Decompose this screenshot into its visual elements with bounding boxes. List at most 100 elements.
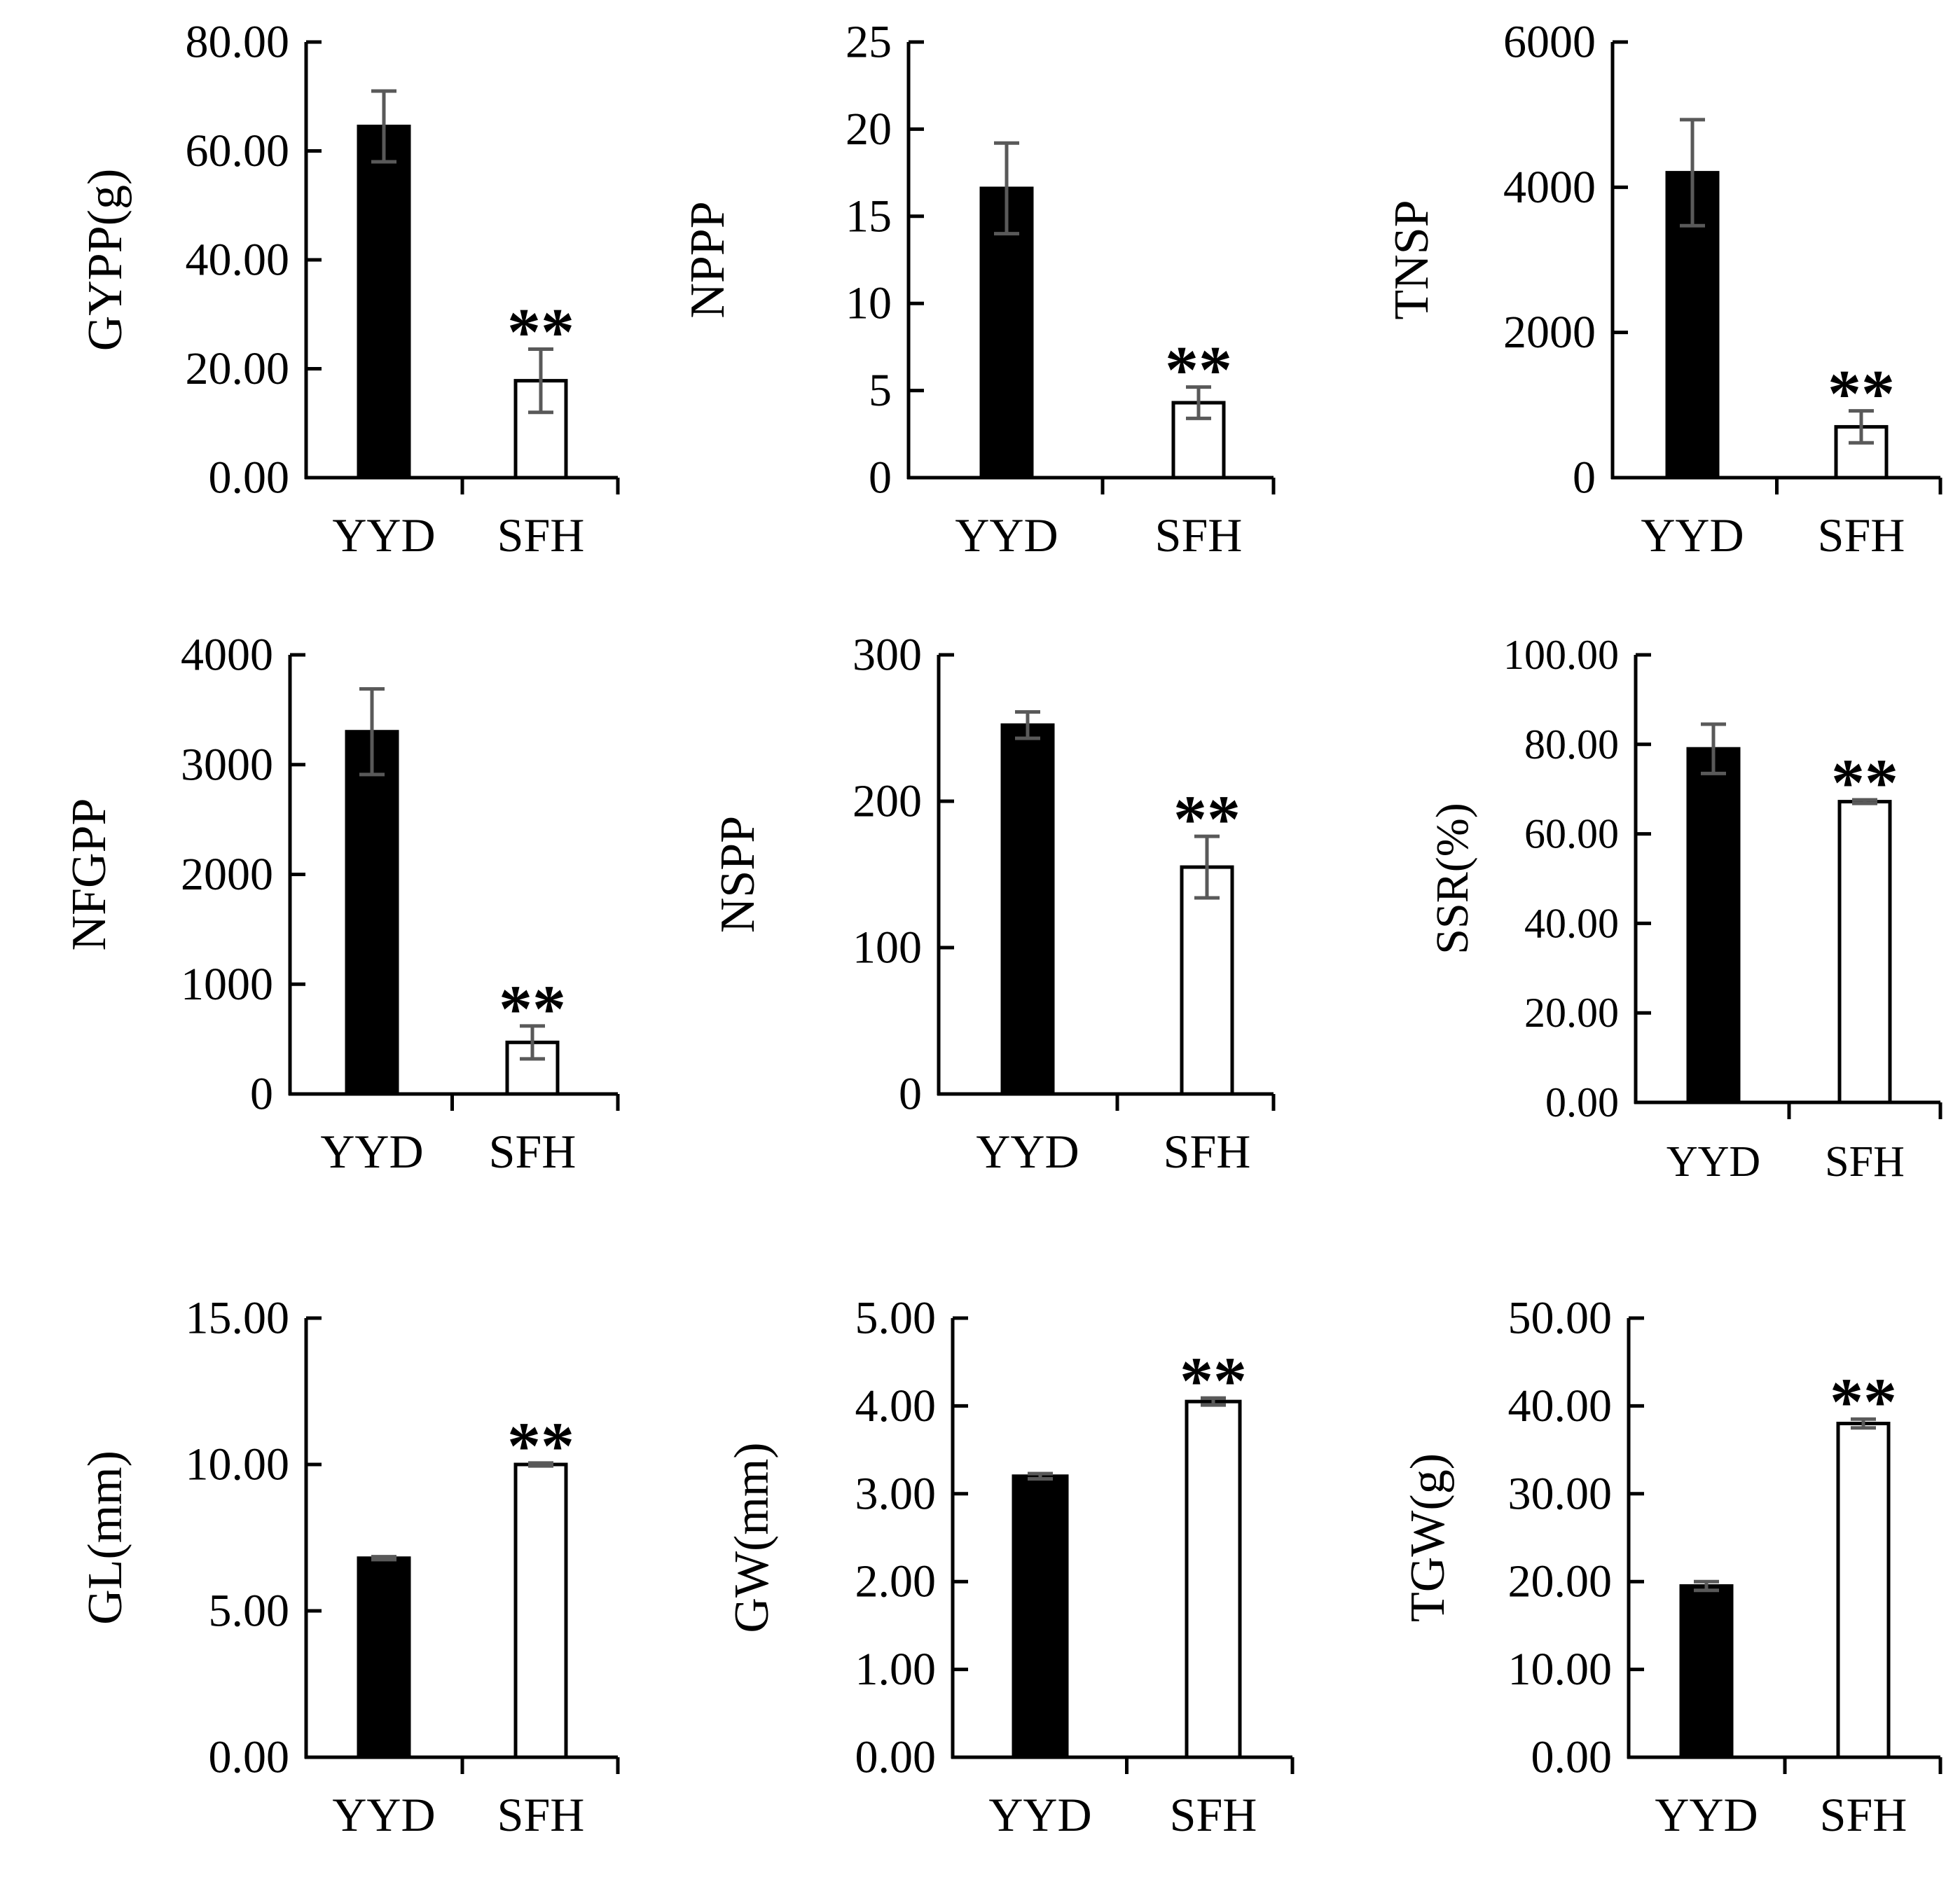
y-tick-label: 10 xyxy=(846,278,892,329)
bar-sfh xyxy=(1185,1399,1242,1759)
x-tick-label: YYD xyxy=(1641,508,1744,562)
error-bar-yyd xyxy=(1701,722,1726,775)
y-tick-label: 300 xyxy=(853,630,922,681)
error-bar-sfh xyxy=(1851,1417,1876,1430)
y-tick-label: 25 xyxy=(846,17,892,68)
y-tick-label: 100.00 xyxy=(1503,632,1619,678)
x-tick-label: SFH xyxy=(489,1125,577,1178)
error-bar-sfh xyxy=(520,1024,545,1061)
y-tick-label: 60.00 xyxy=(186,125,290,176)
chart-panel-nspp: 0 100 200 300 YYD SFH ** NSPP xyxy=(711,630,1276,1178)
y-tick-label: 60.00 xyxy=(1524,811,1619,857)
error-bar-sfh xyxy=(1849,409,1874,445)
y-tick-label: 200 xyxy=(853,776,922,827)
bar-yyd xyxy=(357,125,411,480)
y-axis-label: SSR(%) xyxy=(1427,803,1478,954)
bar-yyd xyxy=(1686,747,1741,1104)
y-tick-label: 3.00 xyxy=(855,1468,937,1519)
y-tick-label: 100 xyxy=(853,922,922,974)
x-tick-label: SFH xyxy=(1818,508,1905,562)
y-tick-label: 0.00 xyxy=(855,1732,937,1783)
y-tick-label: 20.00 xyxy=(1524,990,1619,1036)
y-axis-label: NSPP xyxy=(711,816,765,933)
x-tick-label: SFH xyxy=(1820,1788,1907,1841)
x-tick-label: YYD xyxy=(1655,1788,1758,1841)
y-tick-label: 4.00 xyxy=(855,1380,937,1432)
chart-panel-nppp: 0 5 10 15 20 25 YYD SFH ** NPPP xyxy=(681,17,1276,562)
bar-yyd xyxy=(1012,1474,1069,1759)
chart-panel-ssr: 0.00 20.00 40.00 60.00 80.00 100.00 YYD SFH ** SS… xyxy=(1427,632,1942,1186)
y-tick-label: 10.00 xyxy=(186,1439,290,1490)
chart-panel-gl-mm: 0.00 5.00 10.00 15.00 YYD SFH ** GL(mm) xyxy=(78,1293,620,1841)
chart-panel-gypp-g: 0.00 20.00 40.00 60.00 80.00 YYD SFH ** GYPP(g) xyxy=(78,17,620,562)
y-tick-label: 15.00 xyxy=(186,1293,290,1344)
significance-marker: ** xyxy=(1180,1343,1247,1418)
y-axis-label: GW(mm) xyxy=(725,1442,779,1633)
error-bar-sfh xyxy=(528,347,553,415)
y-tick-label: 2.00 xyxy=(855,1556,937,1607)
chart-panel-tgw-g: 0.00 10.00 20.00 30.00 40.00 50.00 YYD SFH ** TGW… xyxy=(1401,1293,1942,1841)
y-tick-label: 1000 xyxy=(181,959,273,1010)
y-tick-label: 20.00 xyxy=(1508,1556,1613,1607)
significance-marker: ** xyxy=(1173,782,1241,857)
x-tick-label: YYD xyxy=(988,1788,1091,1841)
y-tick-label: 5 xyxy=(869,365,892,416)
y-axis-label: TGW(g) xyxy=(1401,1453,1455,1622)
significance-marker: ** xyxy=(499,971,566,1046)
significance-marker: ** xyxy=(1828,356,1895,431)
bar-yyd xyxy=(1679,1584,1734,1759)
y-tick-label: 15 xyxy=(846,191,892,242)
bar-sfh xyxy=(1180,865,1234,1096)
significance-marker: ** xyxy=(507,1408,574,1483)
error-bar-sfh xyxy=(528,1461,553,1468)
y-tick-label: 80.00 xyxy=(1524,721,1619,768)
y-tick-label: 0.00 xyxy=(209,1732,290,1783)
y-axis-label: NFGPP xyxy=(62,798,116,951)
chart-panel-gw-mm: 0.00 1.00 2.00 3.00 4.00 5.00 YYD SFH ** GW(mm) xyxy=(725,1293,1295,1841)
bar-sfh xyxy=(505,1040,560,1096)
x-tick-label: YYD xyxy=(332,1788,435,1841)
y-axis-label: TNSP xyxy=(1385,200,1439,319)
y-tick-label: 1.00 xyxy=(855,1644,937,1695)
bar-sfh xyxy=(1837,800,1892,1104)
x-tick-label: SFH xyxy=(1825,1138,1905,1186)
significance-marker: ** xyxy=(1831,745,1898,820)
error-bar-sfh xyxy=(1201,1396,1226,1407)
chart-panel-tnsp: 0 2000 4000 6000 YYD SFH ** TNSP xyxy=(1385,17,1942,562)
y-tick-label: 2000 xyxy=(1503,307,1596,358)
y-tick-label: 0 xyxy=(1573,452,1596,504)
bar-yyd xyxy=(357,1556,411,1759)
x-tick-label: SFH xyxy=(497,1788,585,1841)
error-bar-sfh xyxy=(1186,385,1211,420)
y-tick-label: 0 xyxy=(899,1069,922,1120)
y-axis-label: GL(mm) xyxy=(78,1450,132,1625)
chart-panel-nfgpp: 0 1000 2000 3000 4000 YYD SFH ** NFGPP xyxy=(62,630,620,1178)
y-tick-label: 20 xyxy=(846,104,892,155)
error-bar-yyd xyxy=(994,141,1019,236)
y-tick-label: 5.00 xyxy=(209,1586,290,1637)
error-bar-yyd xyxy=(1015,710,1040,740)
error-bar-yyd xyxy=(1028,1471,1053,1481)
y-tick-label: 6000 xyxy=(1503,17,1596,68)
y-tick-label: 2000 xyxy=(181,849,273,900)
significance-marker: ** xyxy=(1165,333,1232,408)
y-tick-label: 40.00 xyxy=(1524,900,1619,946)
x-tick-label: YYD xyxy=(320,1125,423,1178)
y-tick-label: 0 xyxy=(250,1069,273,1120)
x-tick-label: SFH xyxy=(1164,1125,1251,1178)
significance-marker: ** xyxy=(507,295,574,370)
bar-yyd xyxy=(1000,723,1055,1096)
x-tick-label: SFH xyxy=(1155,508,1243,562)
y-tick-label: 0.00 xyxy=(1545,1079,1619,1125)
y-tick-label: 3000 xyxy=(181,739,273,790)
y-tick-label: 0.00 xyxy=(209,452,290,504)
y-tick-label: 0.00 xyxy=(1531,1732,1613,1783)
x-tick-label: YYD xyxy=(332,508,435,562)
error-bar-yyd xyxy=(371,1555,396,1562)
x-tick-label: SFH xyxy=(1170,1788,1257,1841)
y-tick-label: 4000 xyxy=(181,630,273,681)
error-bar-yyd xyxy=(371,89,396,164)
x-tick-label: YYD xyxy=(1666,1138,1760,1186)
y-tick-label: 40.00 xyxy=(186,235,290,286)
